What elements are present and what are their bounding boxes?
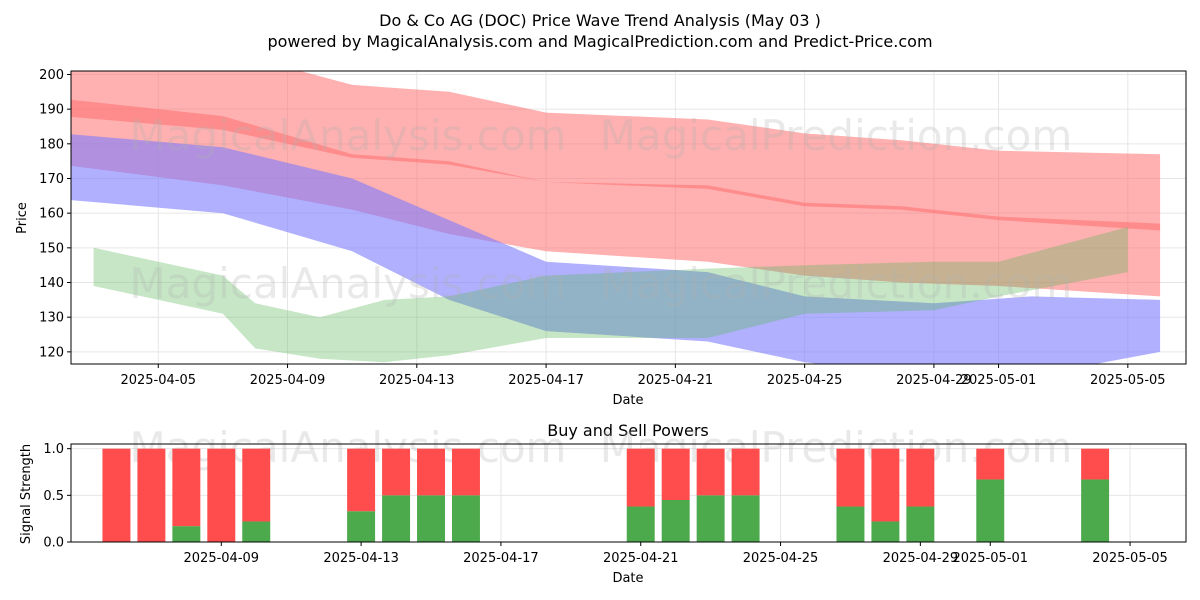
signal-y-tick-label: 1.0 <box>43 442 64 457</box>
price-y-tick-label: 140 <box>39 276 64 291</box>
price-y-tick-label: 120 <box>39 345 64 360</box>
signal-x-tick-label: 2025-04-13 <box>323 551 399 566</box>
sell-bar <box>382 448 411 496</box>
price-y-tick-label: 180 <box>39 137 64 152</box>
signal-x-tick-label: 2025-05-05 <box>1092 551 1168 566</box>
watermark-text: MagicalPrediction.com <box>600 111 1073 160</box>
sell-bar <box>836 448 865 507</box>
buy-bar <box>906 506 935 542</box>
buy-bar <box>451 495 480 542</box>
buy-bar <box>836 506 865 542</box>
price-x-ticks: 2025-04-05 2025-04-09 2025-04-13 2025-04-17… <box>120 364 1166 388</box>
sell-bar <box>172 448 201 527</box>
price-x-tick-label: 2025-04-29 <box>896 373 972 388</box>
signal-x-tick-label: 2025-04-09 <box>184 551 260 566</box>
signal-x-tick-label: 2025-04-29 <box>883 551 959 566</box>
sell-bar <box>1081 448 1110 480</box>
price-watermarks: MagicalAnalysis.com MagicalPrediction.com… <box>130 111 1073 308</box>
buy-bar <box>1081 479 1110 542</box>
watermark-text: MagicalAnalysis.com <box>130 259 567 308</box>
price-y-tick-label: 160 <box>39 207 64 222</box>
sell-bar <box>731 448 760 496</box>
price-band-blue-2 <box>71 134 1161 364</box>
buy-bar <box>696 495 725 542</box>
sell-bar <box>207 448 236 542</box>
signal-x-ticks: 2025-04-09 2025-04-13 2025-04-17 2025-04-21… <box>184 542 1168 566</box>
signal-x-tick-label: 2025-04-17 <box>463 551 539 566</box>
price-y-tick-label: 150 <box>39 241 64 256</box>
sell-bar <box>976 448 1005 480</box>
signal-x-tick-label: 2025-05-01 <box>952 551 1028 566</box>
signal-y-tick-label: 0.5 <box>43 489 64 504</box>
price-band-green-3 <box>93 227 1128 363</box>
buy-bar <box>347 511 376 542</box>
sell-bar <box>626 448 655 507</box>
signal-y-tick-label: 0.0 <box>43 536 64 551</box>
buy-bar <box>242 521 271 542</box>
price-y-tick-label: 200 <box>39 68 64 83</box>
buy-bar <box>417 495 445 542</box>
chart-subtitle: powered by MagicalAnalysis.com and Magic… <box>267 32 932 51</box>
price-band-red-1 <box>71 99 1161 231</box>
price-y-tick-label: 190 <box>39 103 64 118</box>
signal-bars <box>102 448 1110 542</box>
sell-bar <box>451 448 480 496</box>
signal-x-tick-label: 2025-04-21 <box>603 551 679 566</box>
price-plot-frame <box>70 70 1187 365</box>
signal-y-ticks: 0.0 0.5 1.0 <box>43 442 71 551</box>
price-y-ticks: 120 130 140 150 160 170 180 190 200 <box>39 68 71 360</box>
price-x-tick-label: 2025-04-17 <box>508 373 584 388</box>
signal-y-axis-label: Signal Strength <box>19 444 34 544</box>
buy-bar <box>731 495 760 542</box>
buy-bar <box>661 500 690 542</box>
price-x-tick-label: 2025-05-01 <box>961 373 1037 388</box>
sell-bar <box>906 448 935 507</box>
sell-bar <box>347 448 376 512</box>
buy-bar <box>382 495 411 542</box>
price-y-tick-label: 130 <box>39 311 64 326</box>
chart-title: Do & Co AG (DOC) Price Wave Trend Analys… <box>379 11 821 30</box>
buy-bar <box>871 521 900 542</box>
signal-x-axis-label: Date <box>612 571 643 586</box>
signal-plot-frame <box>70 443 1187 543</box>
watermark-text: MagicalAnalysis.com <box>130 111 567 160</box>
price-x-tick-label: 2025-04-21 <box>638 373 714 388</box>
price-bands <box>71 71 1161 364</box>
price-x-tick-label: 2025-04-25 <box>767 373 843 388</box>
price-x-tick-label: 2025-04-05 <box>120 373 196 388</box>
sell-bar <box>417 448 445 496</box>
watermark-text: MagicalPrediction.com <box>600 259 1073 308</box>
price-x-axis-label: Date <box>612 393 643 408</box>
buy-bar <box>626 506 655 542</box>
buy-sell-chart: Buy and Sell Powers MagicalAnalysis.com M… <box>19 421 1187 586</box>
buy-bar <box>172 526 201 542</box>
sell-bar <box>137 448 166 542</box>
sell-bar <box>696 448 725 496</box>
price-x-tick-label: 2025-04-13 <box>379 373 455 388</box>
sell-bar <box>102 448 131 542</box>
sell-bar <box>871 448 900 522</box>
price-x-tick-label: 2025-04-09 <box>250 373 326 388</box>
sell-bar <box>242 448 271 522</box>
buy-bar <box>976 479 1005 542</box>
sell-bar <box>661 448 690 500</box>
signal-x-tick-label: 2025-04-25 <box>743 551 819 566</box>
price-y-axis-label: Price <box>15 202 30 234</box>
buy-sell-title: Buy and Sell Powers <box>547 421 709 440</box>
price-wave-chart: MagicalAnalysis.com MagicalPrediction.com… <box>15 68 1187 408</box>
price-y-tick-label: 170 <box>39 172 64 187</box>
price-x-tick-label: 2025-05-05 <box>1090 373 1166 388</box>
